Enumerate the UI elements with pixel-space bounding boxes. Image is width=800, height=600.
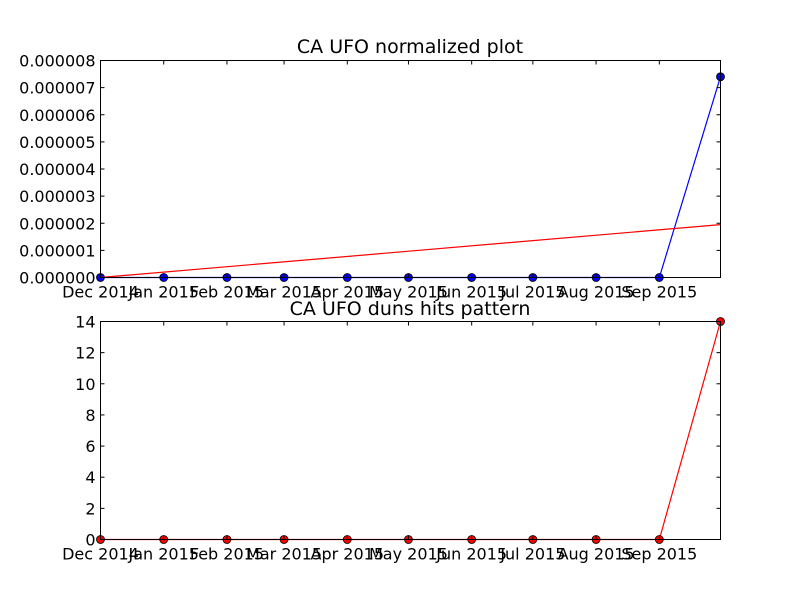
x-tick-label: May 2015 [369,283,448,302]
y-tick-label: 0.000002 [19,214,95,233]
y-tick-label: 10 [75,375,95,394]
y-tick-label: 0.000004 [19,160,95,179]
y-tick-label: 0 [85,531,95,550]
x-tick-label: Mar 2015 [246,545,322,564]
series-line [100,76,722,279]
x-tick-label: Mar 2015 [246,283,322,302]
x-tick-label: Jun 2015 [435,283,507,302]
ticks: 0.000000 0.000001 0.000002 0.000003 0.000004… [19,52,721,302]
chart-title: CA UFO normalized plot [297,36,523,58]
plot-area [96,317,725,544]
x-tick-label: May 2015 [369,545,448,564]
y-tick-label: 0.000008 [19,52,95,71]
x-tick-label: Feb 2015 [190,545,264,564]
x-tick-label: Apr 2015 [311,545,384,564]
axes-frame [100,60,721,278]
x-tick-label: Jul 2015 [499,545,565,564]
x-tick-label: Jan 2015 [127,545,198,564]
x-tick-label: Dec 2014 [62,545,139,564]
x-tick-label: Apr 2015 [311,283,384,302]
plot-area [96,72,725,282]
x-tick-label: Aug 2015 [558,545,635,564]
x-tick-label: Sep 2015 [621,545,697,564]
duns-hits-panel: CA UFO duns hits pattern 0 2 4 6 8 10 12 14 Dec … [62,298,725,564]
normalized-plot-panel: CA UFO normalized plot 0.0000000.0000010… [19,36,725,302]
y-tick-label: 0.000006 [19,106,95,125]
y-tick-label: 0.000003 [19,187,95,206]
y-tick-label: 0.000000 [19,269,95,288]
x-tick-label: Dec 2014 [62,283,139,302]
y-tick-label: 2 [85,499,95,518]
y-tick-label: 0.000005 [19,133,95,152]
x-tick-label: Sep 2015 [621,283,697,302]
axes-frame [100,321,721,540]
y-tick-label: 0.000007 [19,79,95,98]
y-tick-label: 6 [85,437,95,456]
series-line [100,321,722,541]
y-tick-label: 4 [85,468,95,487]
chart-title: CA UFO duns hits pattern [290,298,531,320]
y-tick-label: 12 [75,344,95,363]
x-tick-label: Feb 2015 [190,283,264,302]
y-tick-label: 14 [75,313,95,332]
y-tick-label: 0.000001 [19,241,95,260]
x-tick-label: Jul 2015 [499,283,565,302]
x-tick-label: Jan 2015 [127,283,198,302]
x-tick-label: Aug 2015 [558,283,635,302]
y-tick-label: 8 [85,406,95,425]
x-tick-label: Jun 2015 [435,545,507,564]
series-line [100,224,721,279]
